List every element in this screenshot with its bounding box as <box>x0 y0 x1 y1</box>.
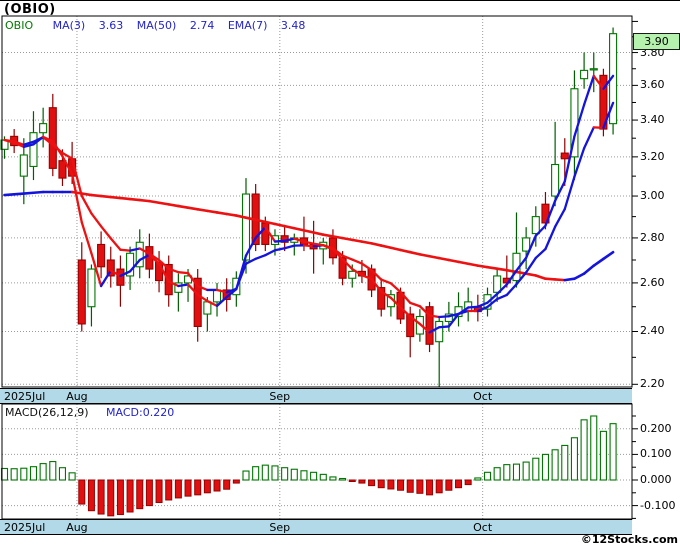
watermark-copyright: ©12Stocks.com <box>580 533 678 546</box>
ma50-line <box>3 190 615 282</box>
last-price-badge: 3.90 <box>633 33 680 50</box>
macd-axis-label: 0.200 <box>640 421 672 435</box>
macd-axis-label: 0.000 <box>640 473 672 486</box>
month-label: Aug <box>66 521 88 534</box>
price-axis-label: 2.20 <box>640 377 665 391</box>
ema7-label: EMA(7) <box>227 19 268 32</box>
ema7-value: 3.48 <box>280 19 306 32</box>
ma3-label: MA(3) <box>52 19 86 32</box>
price-axis-label: 3.40 <box>640 113 665 127</box>
date-axis-band-upper: 2025Jul Aug Sep Oct <box>0 388 632 404</box>
month-label: Aug <box>66 390 88 403</box>
macd-histogram <box>0 415 617 517</box>
month-label: 2025Jul <box>4 521 46 534</box>
macd-legend: MACD(26,12,9) MACD:0.220 <box>5 406 174 419</box>
ma3-line <box>3 74 615 334</box>
ma50-label: MA(50) <box>136 19 177 32</box>
ma50-value: 2.74 <box>189 19 215 32</box>
date-axis-band-lower: 2025Jul Aug Sep Oct <box>0 519 632 535</box>
candlesticks <box>0 27 618 387</box>
month-label: Sep <box>269 521 291 534</box>
price-axis-label: 3.60 <box>640 78 665 92</box>
month-label: Oct <box>473 390 493 403</box>
macd-axis-label: 0.100 <box>640 447 672 461</box>
price-axis-label: 2.40 <box>640 324 665 338</box>
axis-ticks <box>632 20 638 519</box>
month-label: 2025Jul <box>4 390 46 403</box>
price-axis-label: 2.80 <box>640 230 665 244</box>
month-label: Sep <box>269 390 291 403</box>
ticker-symbol-label: OBIO <box>5 19 34 32</box>
page-title: (OBIO) <box>4 2 56 17</box>
price-axis-label: 2.60 <box>640 275 665 289</box>
price-axis-label: 3.00 <box>640 189 665 203</box>
macd-settings-label: MACD(26,12,9) <box>5 406 89 419</box>
month-label: Oct <box>473 521 493 534</box>
price-legend: OBIO MA(3) 3.63 MA(50) 2.74 EMA(7) 3.48 <box>5 19 315 32</box>
ma3-value: 3.63 <box>98 19 124 32</box>
macd-current-value: MACD:0.220 <box>106 406 175 419</box>
price-axis-label: 3.20 <box>640 149 665 163</box>
ema7-line <box>3 101 615 319</box>
macd-axis-label: -0.100 <box>640 498 676 512</box>
